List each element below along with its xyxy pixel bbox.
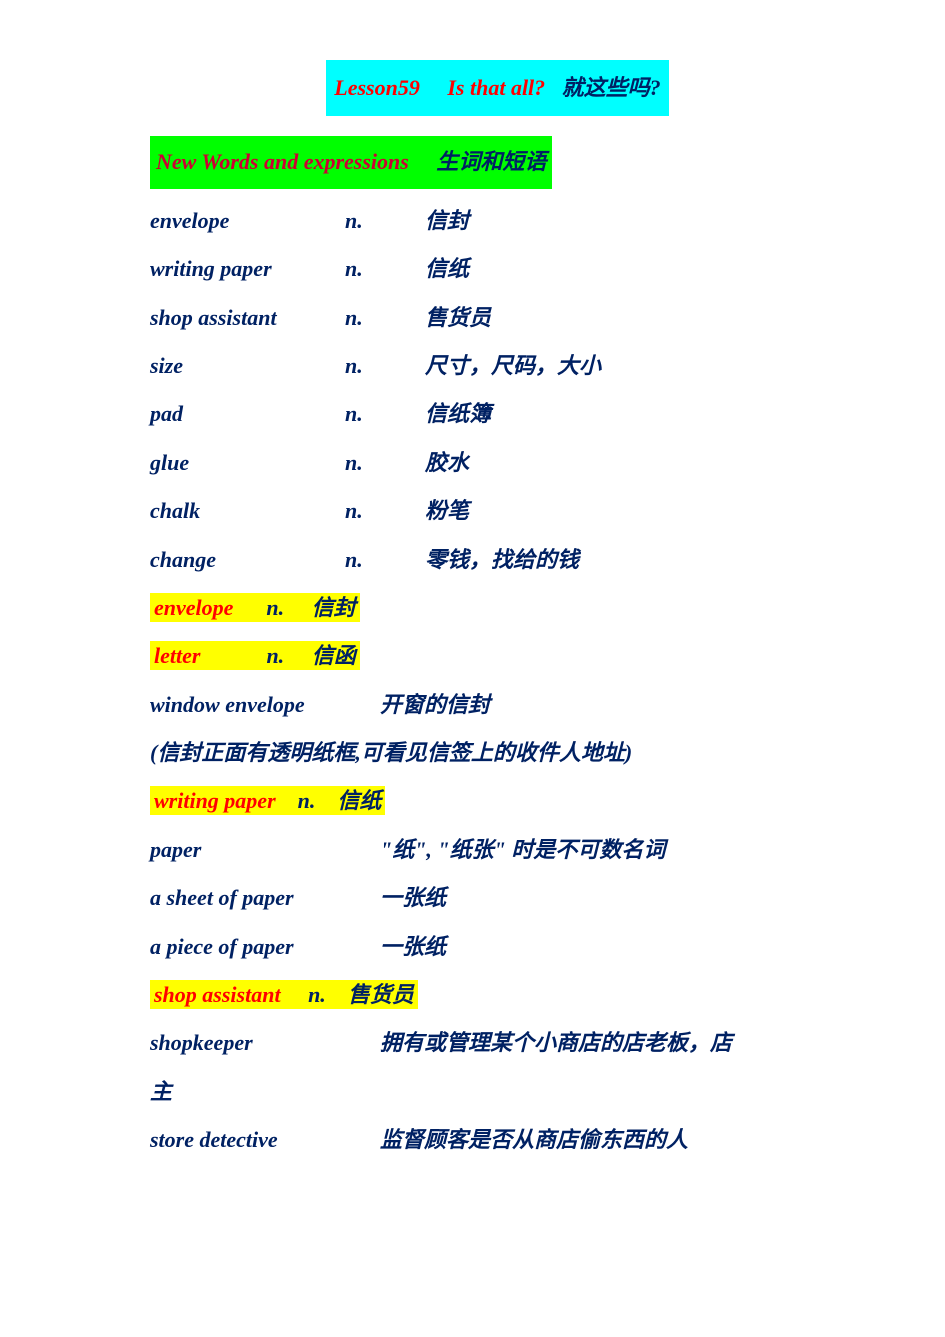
section-header-en: New Words and expressions [156, 149, 409, 174]
title-question-en: Is that all? [447, 75, 545, 100]
vocab-def: 信纸 [425, 245, 845, 293]
plain-entry: a piece of paper 一张纸 [150, 923, 845, 971]
vocab-row: change n. 零钱，找给的钱 [150, 536, 845, 584]
vocab-word: writing paper [150, 245, 345, 293]
vocab-row: glue n. 胶水 [150, 439, 845, 487]
vocab-pos: n. [345, 342, 425, 390]
vocab-word: chalk [150, 487, 345, 535]
vocab-word: change [150, 536, 345, 584]
highlight-entry: writing paper n. 信纸 [150, 777, 845, 825]
vocab-row: size n. 尺寸，尺码，大小 [150, 342, 845, 390]
plain-entry: shopkeeper 拥有或管理某个小商店的店老板，店 [150, 1019, 845, 1067]
section-header: New Words and expressions 生词和短语 [150, 136, 845, 188]
plain-def: 监督顾客是否从商店偷东西的人 [380, 1116, 688, 1164]
vocab-def: 信封 [425, 197, 845, 245]
plain-word: a piece of paper [150, 923, 380, 971]
plain-def: "纸", "纸张" 时是不可数名词 [380, 826, 665, 874]
highlight-pos: n. [266, 643, 284, 668]
highlight-entry: letter n. 信函 [150, 632, 845, 680]
vocab-word: shop assistant [150, 294, 345, 342]
highlight-def: 信封 [312, 595, 356, 620]
plain-entry: a sheet of paper 一张纸 [150, 874, 845, 922]
plain-entry: store detective 监督顾客是否从商店偷东西的人 [150, 1116, 845, 1164]
highlight-word: writing paper [154, 788, 276, 813]
plain-word: store detective [150, 1116, 380, 1164]
plain-word: paper [150, 826, 380, 874]
continuation-line: 主 [150, 1068, 845, 1116]
plain-def: 一张纸 [380, 923, 446, 971]
plain-word: shopkeeper [150, 1019, 380, 1067]
title-highlight: Lesson59 Is that all? 就这些吗? [326, 60, 668, 116]
plain-def: 拥有或管理某个小商店的店老板，店 [380, 1019, 732, 1067]
highlight-word: shop assistant [154, 982, 281, 1007]
plain-word: window envelope [150, 681, 380, 729]
vocab-word: envelope [150, 197, 345, 245]
vocab-row: pad n. 信纸簿 [150, 390, 845, 438]
vocab-def: 尺寸，尺码，大小 [425, 342, 845, 390]
title-question-cn: 就这些吗? [562, 75, 661, 100]
vocab-pos: n. [345, 245, 425, 293]
plain-def: 开窗的信封 [380, 681, 490, 729]
vocab-pos: n. [345, 487, 425, 535]
vocab-row: writing paper n. 信纸 [150, 245, 845, 293]
highlight-word: letter [154, 643, 200, 668]
highlight-pos: n. [266, 595, 284, 620]
plain-entry: paper "纸", "纸张" 时是不可数名词 [150, 826, 845, 874]
vocab-pos: n. [345, 536, 425, 584]
highlight-bg: shop assistant n. 售货员 [150, 980, 418, 1009]
vocab-word: size [150, 342, 345, 390]
plain-word: a sheet of paper [150, 874, 380, 922]
vocab-word: glue [150, 439, 345, 487]
highlight-bg: writing paper n. 信纸 [150, 786, 385, 815]
vocab-word: pad [150, 390, 345, 438]
vocab-pos: n. [345, 439, 425, 487]
vocab-pos: n. [345, 390, 425, 438]
lesson-title: Lesson59 Is that all? 就这些吗? [150, 60, 845, 116]
highlight-entry: shop assistant n. 售货员 [150, 971, 845, 1019]
highlight-def: 信函 [312, 643, 356, 668]
section-header-bg: New Words and expressions 生词和短语 [150, 136, 552, 188]
vocab-row: envelope n. 信封 [150, 197, 845, 245]
note-line: (信封正面有透明纸框,可看见信签上的收件人地址) [150, 729, 845, 777]
highlight-def: 信纸 [337, 788, 381, 813]
vocab-def: 胶水 [425, 439, 845, 487]
vocab-row: shop assistant n. 售货员 [150, 294, 845, 342]
plain-def: 一张纸 [380, 874, 446, 922]
highlight-word: envelope [154, 595, 233, 620]
vocab-def: 零钱，找给的钱 [425, 536, 845, 584]
highlight-bg: envelope n. 信封 [150, 593, 360, 622]
plain-entry: window envelope 开窗的信封 [150, 681, 845, 729]
title-lesson: Lesson59 [334, 75, 420, 100]
highlight-pos: n. [298, 788, 316, 813]
section-header-cn: 生词和短语 [436, 149, 546, 174]
vocab-row: chalk n. 粉笔 [150, 487, 845, 535]
highlight-entry: envelope n. 信封 [150, 584, 845, 632]
vocab-def: 信纸簿 [425, 390, 845, 438]
vocab-pos: n. [345, 294, 425, 342]
highlight-bg: letter n. 信函 [150, 641, 360, 670]
vocab-def: 售货员 [425, 294, 845, 342]
highlight-pos: n. [308, 982, 326, 1007]
highlight-def: 售货员 [348, 982, 414, 1007]
vocab-pos: n. [345, 197, 425, 245]
vocab-def: 粉笔 [425, 487, 845, 535]
